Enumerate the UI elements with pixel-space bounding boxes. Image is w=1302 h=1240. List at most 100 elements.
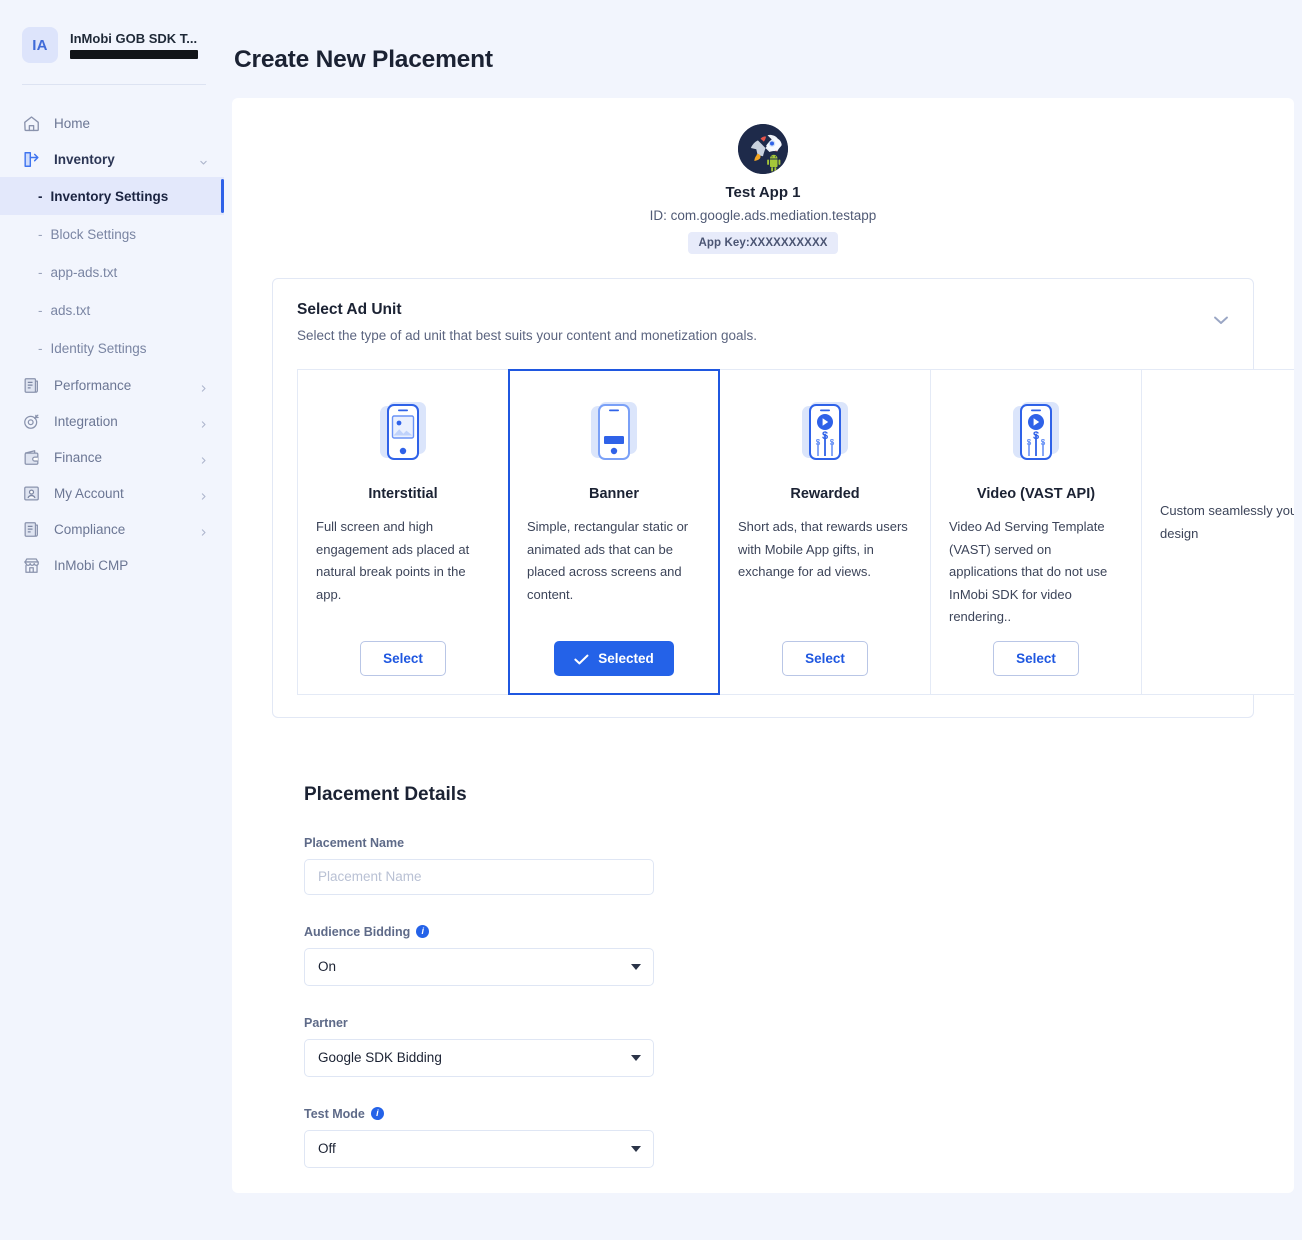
- dash-icon: -: [38, 226, 43, 242]
- ad-unit-card-video-vast-api[interactable]: $ $ $ Video (VAST API) Video Ad Serving …: [930, 369, 1142, 695]
- sidebar-item-app-ads-txt[interactable]: - app-ads.txt: [0, 253, 224, 291]
- sidebar-item-finance[interactable]: Finance: [0, 439, 224, 475]
- app-key-badge: App Key:XXXXXXXXXX: [687, 232, 839, 254]
- ad-unit-card-interstitial[interactable]: Interstitial Full screen and high engage…: [297, 369, 509, 695]
- sidebar: IA InMobi GOB SDK T... Home: [0, 0, 224, 1240]
- sidebar-divider: [22, 84, 206, 85]
- svg-text:$: $: [1027, 438, 1032, 447]
- performance-icon: [22, 376, 41, 395]
- sidebar-item-label: ads.txt: [50, 302, 91, 318]
- chevron-right-icon[interactable]: [199, 525, 208, 536]
- sidebar-item-inmobi-cmp[interactable]: InMobi CMP: [0, 547, 224, 583]
- ad-unit-description: Short ads, that rewards users with Mobil…: [738, 519, 908, 579]
- info-icon[interactable]: i: [416, 925, 430, 938]
- partner-select[interactable]: Google SDK Bidding: [304, 1038, 654, 1077]
- ad-unit-name: Video (VAST API): [976, 486, 1096, 502]
- field-label-text: Placement Name: [304, 835, 405, 850]
- field-test-mode: Test Mode i Off: [304, 1107, 654, 1168]
- placement-name-input[interactable]: [304, 858, 654, 895]
- dash-icon: -: [38, 302, 43, 318]
- selected-button[interactable]: Selected: [554, 640, 674, 676]
- ad-unit-name: Banner: [589, 486, 639, 502]
- ad-unit-action-wrap: Selected: [554, 629, 674, 676]
- field-label-text: Audience Bidding: [304, 924, 411, 939]
- dash-icon: -: [38, 340, 43, 356]
- account-switcher[interactable]: IA InMobi GOB SDK T...: [0, 22, 224, 68]
- sidebar-item-label: Block Settings: [50, 226, 137, 242]
- chevron-down-icon[interactable]: [1211, 313, 1231, 325]
- field-label: Partner: [304, 1016, 654, 1030]
- account-icon: [22, 484, 41, 503]
- ad-unit-action-wrap: Select: [782, 629, 868, 676]
- panel-subtitle: Select the type of ad unit that best sui…: [297, 328, 758, 343]
- field-partner: Partner Google SDK Bidding: [304, 1016, 654, 1077]
- chevron-down-icon[interactable]: [199, 155, 208, 165]
- compliance-icon: [22, 520, 41, 539]
- chevron-right-icon[interactable]: [199, 489, 208, 500]
- ad-unit-card-native-partial[interactable]: Custom seamlessly your design: [1141, 369, 1294, 695]
- select-button[interactable]: Select: [782, 640, 868, 676]
- phone-image-icon: [375, 396, 431, 468]
- ad-unit-description: Custom seamlessly your design: [1160, 503, 1294, 541]
- phone-video-coins-icon: $ $ $: [1008, 396, 1064, 468]
- field-placement-name: Placement Name: [304, 836, 654, 895]
- test-mode-select[interactable]: Off: [304, 1129, 654, 1168]
- ad-unit-card-banner[interactable]: Banner Simple, rectangular static or ani…: [508, 369, 720, 695]
- selected-button-label: Selected: [598, 650, 654, 666]
- svg-text:$: $: [1033, 430, 1039, 442]
- content-card: Test App 1 ID: com.google.ads.mediation.…: [232, 98, 1294, 1193]
- sidebar-item-inventory[interactable]: Inventory: [0, 141, 224, 177]
- select-button[interactable]: Select: [360, 640, 446, 676]
- field-label-text: Test Mode: [304, 1106, 365, 1121]
- ad-unit-action-wrap: Select: [993, 629, 1079, 676]
- sidebar-item-block-settings[interactable]: - Block Settings: [0, 215, 224, 253]
- chevron-right-icon[interactable]: [199, 453, 208, 464]
- svg-text:$: $: [822, 430, 828, 442]
- sidebar-item-label: My Account: [54, 485, 124, 501]
- inventory-icon: [22, 150, 41, 169]
- account-name: InMobi GOB SDK T...: [70, 31, 198, 46]
- sidebar-item-label: Inventory: [54, 151, 115, 167]
- sidebar-item-label: Performance: [54, 377, 132, 393]
- app-id: ID: com.google.ads.mediation.testapp: [649, 208, 877, 223]
- field-audience-bidding: Audience Bidding i On: [304, 925, 654, 986]
- test-mode-select-wrap: Off: [304, 1129, 654, 1168]
- sidebar-item-compliance[interactable]: Compliance: [0, 511, 224, 547]
- sidebar-item-my-account[interactable]: My Account: [0, 475, 224, 511]
- info-icon[interactable]: i: [370, 1107, 384, 1120]
- sidebar-item-integration[interactable]: Integration: [0, 403, 224, 439]
- chevron-right-icon[interactable]: [199, 417, 208, 428]
- rocket-android-icon: [738, 124, 788, 174]
- ad-unit-action-wrap: Select: [360, 629, 446, 676]
- sidebar-item-performance[interactable]: Performance: [0, 367, 224, 403]
- ad-unit-name: Interstitial: [368, 486, 438, 502]
- sidebar-nav: Home Inventory - Inventory Settings: [0, 105, 224, 583]
- field-label: Audience Bidding i: [304, 925, 654, 939]
- chevron-right-icon[interactable]: [199, 381, 208, 392]
- ad-unit-card-rewarded[interactable]: $ $ $ Rewarded Short ads, that rewards u…: [719, 369, 931, 695]
- select-ad-unit-panel: Select Ad Unit Select the type of ad uni…: [272, 278, 1294, 718]
- sidebar-item-label: Compliance: [54, 521, 126, 537]
- svg-text:$: $: [1041, 438, 1046, 447]
- sidebar-item-home[interactable]: Home: [0, 105, 224, 141]
- finance-icon: [22, 448, 41, 467]
- select-button[interactable]: Select: [993, 640, 1079, 676]
- sidebar-item-label: Inventory Settings: [50, 188, 169, 204]
- sidebar-item-label: app-ads.txt: [50, 264, 118, 280]
- avatar: IA: [22, 27, 58, 63]
- ad-unit-description: Simple, rectangular static or animated a…: [527, 519, 689, 602]
- phone-banner-icon: [586, 396, 642, 468]
- sidebar-item-label: Home: [54, 115, 91, 131]
- sidebar-item-label: Finance: [54, 449, 103, 465]
- home-icon: [22, 114, 41, 133]
- sidebar-item-ads-txt[interactable]: - ads.txt: [0, 291, 224, 329]
- audience-bidding-select-wrap: On: [304, 947, 654, 986]
- sidebar-item-inventory-settings[interactable]: - Inventory Settings: [0, 177, 224, 215]
- sidebar-item-identity-settings[interactable]: - Identity Settings: [0, 329, 224, 367]
- field-label: Test Mode i: [304, 1107, 654, 1121]
- audience-bidding-select[interactable]: On: [304, 947, 654, 986]
- main-content: Create New Placement: [224, 0, 1302, 1240]
- field-label: Placement Name: [304, 836, 654, 850]
- phone-video-coins-icon: $ $ $: [797, 396, 853, 468]
